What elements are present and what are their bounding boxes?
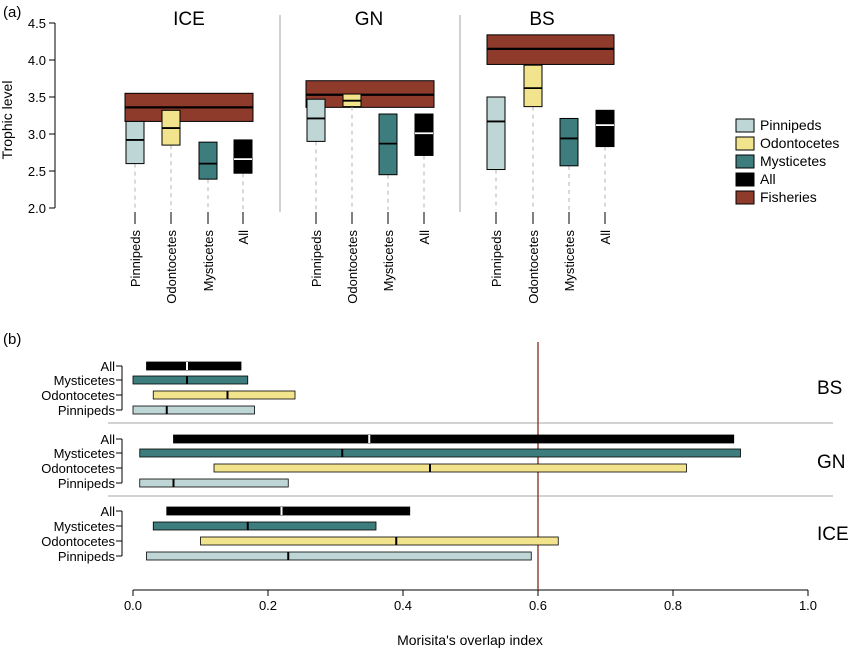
overlap-bar-bs-odontocetes <box>152 390 296 400</box>
legend-swatch-odontocetes <box>735 136 755 151</box>
group-title-gn: GN <box>355 9 384 30</box>
row-label-ice-all: All <box>101 504 116 519</box>
overlap-bar-bs-mysticetes <box>132 375 249 385</box>
legend-swatch-all <box>735 172 755 187</box>
group-label-ice: ICE <box>817 524 849 545</box>
row-label-ice-odontocetes: Odontocetes <box>41 534 115 549</box>
panel-b-x-axis-title: Morisita's overlap index <box>397 632 543 648</box>
overlap-bar-ice-pinnipeds <box>146 551 532 561</box>
y-tick-label-2-5: 2.5 <box>28 164 46 179</box>
x-tick-label-ice-mysticetes: Mysticetes <box>201 230 216 292</box>
box-bs-mysticetes <box>559 117 579 167</box>
legend-swatch-fisheries <box>735 190 755 205</box>
row-label-bs-mysticetes: Mysticetes <box>54 373 116 388</box>
panel-a-label: (a) <box>3 4 21 21</box>
x-tick-label-bs-pinnipeds: Pinnipeds <box>489 230 504 288</box>
overlap-bar-gn-odontocetes <box>213 463 687 473</box>
x-tick-label-ice-odontocetes: Odontocetes <box>164 230 179 304</box>
overlap-bar-ice-odontocetes <box>200 536 559 546</box>
x-tick-label-gn-all: All <box>417 230 432 245</box>
x-tick-label-0-4: 0.4 <box>394 598 412 613</box>
row-label-bs-pinnipeds: Pinnipeds <box>58 403 116 418</box>
row-label-ice-pinnipeds: Pinnipeds <box>58 549 116 564</box>
legend-label-pinnipeds: Pinnipeds <box>760 117 822 133</box>
box-bs-odontocetes <box>523 64 543 108</box>
x-tick-label-1-0: 1.0 <box>799 598 817 613</box>
x-tick-label-0-8: 0.8 <box>664 598 682 613</box>
y-tick-label-3-0: 3.0 <box>28 127 46 142</box>
row-label-gn-all: All <box>101 432 116 447</box>
x-tick-label-gn-pinnipeds: Pinnipeds <box>309 230 324 288</box>
x-tick-label-gn-odontocetes: Odontocetes <box>345 230 360 304</box>
row-label-bs-all: All <box>101 359 116 374</box>
box-ice-all <box>233 139 253 174</box>
box-ice-pinnipeds <box>125 120 145 165</box>
overlap-bar-gn-pinnipeds <box>139 478 289 488</box>
legend-swatch-mysticetes <box>735 154 755 169</box>
legend-swatch-pinnipeds <box>735 118 755 133</box>
x-tick-label-ice-pinnipeds: Pinnipeds <box>128 230 143 288</box>
overlap-bar-gn-all <box>173 434 735 444</box>
x-tick-label-bs-odontocetes: Odontocetes <box>526 230 541 304</box>
panel-b-label: (b) <box>3 331 21 348</box>
legend: Pinnipeds Odontocetes Mysticetes All Fisheri… <box>735 117 839 205</box>
box-gn-all <box>414 113 434 156</box>
legend-label-all: All <box>760 171 776 187</box>
overlap-bar-ice-all <box>166 506 411 516</box>
box-ice-mysticetes <box>198 141 218 180</box>
legend-label-odontocetes: Odontocetes <box>760 135 839 151</box>
overlap-bar-ice-mysticetes <box>152 521 377 531</box>
x-tick-label-bs-all: All <box>598 230 613 245</box>
y-tick-label-4-5: 4.5 <box>28 16 46 31</box>
y-tick-label-2-0: 2.0 <box>28 201 46 216</box>
x-tick-label-0-6: 0.6 <box>529 598 547 613</box>
row-label-gn-pinnipeds: Pinnipeds <box>58 476 116 491</box>
box-bs-all <box>595 109 615 148</box>
group-label-bs: BS <box>817 378 842 399</box>
overlap-bar-bs-all <box>146 361 242 371</box>
row-label-gn-odontocetes: Odontocetes <box>41 461 115 476</box>
panel-b-plot: 0.0 0.2 0.4 0.6 0.8 1.0BSAllMysticetesOdontoc… <box>41 342 849 613</box>
legend-label-mysticetes: Mysticetes <box>760 153 826 169</box>
x-tick-label-0-2: 0.2 <box>259 598 277 613</box>
row-label-bs-odontocetes: Odontocetes <box>41 388 115 403</box>
y-tick-label-4-0: 4.0 <box>28 53 46 68</box>
legend-label-fisheries: Fisheries <box>760 189 817 205</box>
group-title-ice: ICE <box>173 9 205 30</box>
group-label-gn: GN <box>817 452 846 473</box>
x-tick-label-0-0: 0.0 <box>124 598 142 613</box>
box-gn-pinnipeds <box>306 98 326 142</box>
box-bs-pinnipeds <box>486 96 506 171</box>
row-label-ice-mysticetes: Mysticetes <box>54 519 116 534</box>
x-tick-label-bs-mysticetes: Mysticetes <box>562 230 577 292</box>
row-label-gn-mysticetes: Mysticetes <box>54 446 116 461</box>
x-tick-label-gn-mysticetes: Mysticetes <box>381 230 396 292</box>
overlap-bar-gn-mysticetes <box>139 448 741 458</box>
x-tick-label-ice-all: All <box>236 230 251 245</box>
y-tick-label-3-5: 3.5 <box>28 90 46 105</box>
group-title-bs: BS <box>529 9 554 30</box>
panel-a-y-axis-title: Trophic level <box>0 81 15 160</box>
panel-a-plot: 2.0 2.5 3.0 3.5 4.0 4.5 ICE Pinnipeds Odontocete… <box>28 9 615 304</box>
overlap-bar-bs-pinnipeds <box>132 405 255 415</box>
